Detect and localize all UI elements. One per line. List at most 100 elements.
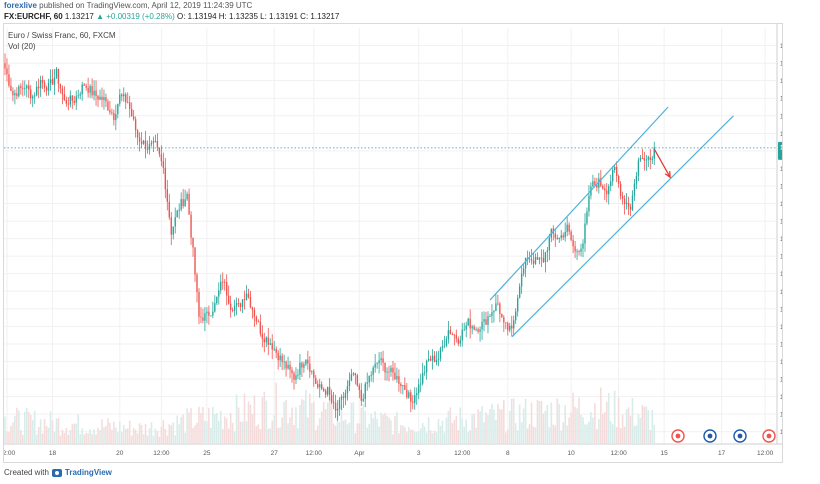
candle-body [132, 116, 135, 120]
volume-label: Vol (20) [8, 42, 36, 51]
volume-bar [408, 427, 410, 444]
volume-bar [552, 424, 555, 444]
volume-bar [415, 431, 418, 444]
volume-bar [192, 427, 194, 444]
price-chart[interactable]: 1.13800 1.13700 1.13600 1.13500 1.13400 1.133… [4, 24, 782, 462]
volume-bar [312, 401, 315, 444]
candle-body [174, 217, 176, 227]
candle-body [251, 307, 254, 310]
chart-area[interactable]: 1.13800 1.13700 1.13600 1.13500 1.13400 1.133… [3, 23, 783, 463]
candle-body [556, 237, 558, 240]
volume-bar [384, 412, 386, 444]
candle-body [285, 361, 287, 369]
candle-body [617, 175, 620, 184]
candle-body [190, 214, 192, 238]
volume-bar [465, 419, 468, 444]
candle-body [130, 108, 133, 117]
symbol-label: FX:EURCHF, 60 [4, 12, 63, 21]
volume-bar [566, 425, 568, 444]
tradingview-logo-icon [51, 468, 62, 477]
candle-body [653, 147, 655, 159]
author-name[interactable]: forexlive [4, 1, 37, 10]
candle-body [235, 303, 238, 306]
candle-body [293, 373, 295, 380]
candle-body [439, 348, 442, 359]
volume-bar [229, 412, 232, 444]
candle-body [71, 95, 73, 101]
volume-bar [275, 382, 277, 444]
candle-body [8, 74, 10, 86]
volume-bar [69, 429, 72, 444]
candle-body [623, 198, 626, 205]
volume-bar [243, 393, 246, 444]
candle-body [43, 82, 46, 88]
candle-body [340, 396, 343, 400]
volume-bar [41, 433, 44, 444]
candle-body [16, 93, 18, 97]
candle-body [121, 94, 123, 97]
volume-bar [245, 421, 248, 444]
volume-bar [136, 433, 139, 444]
volume-bar [512, 398, 515, 444]
candle-body [168, 201, 170, 218]
volume-bar [421, 422, 424, 444]
volume-bar [441, 420, 444, 444]
candle-body [14, 93, 16, 96]
candle-body [467, 318, 469, 326]
candle-body [253, 309, 256, 317]
candle-body [418, 384, 420, 394]
volume-bar [18, 410, 20, 444]
x-tick-label: 18 [49, 450, 57, 457]
candle-body [414, 395, 416, 403]
volume-bar [647, 410, 650, 444]
x-tick-label: 15 [661, 450, 669, 457]
tradingview-brand[interactable]: TradingView [64, 468, 112, 477]
candle-body [524, 257, 527, 269]
volume-bar [362, 403, 365, 444]
volume-bar [299, 405, 301, 444]
candle-body [572, 240, 574, 247]
y-tick-label: 1.11800 [780, 394, 782, 401]
volume-bar [479, 411, 481, 444]
volume-bar [257, 424, 260, 444]
candle-body [156, 141, 159, 148]
volume-bar [649, 430, 652, 444]
candle-body [511, 325, 513, 329]
volume-bar [119, 421, 121, 444]
volume-bar [493, 409, 495, 444]
candle-body [231, 309, 234, 311]
volume-bar [128, 420, 131, 444]
volume-bar [126, 428, 129, 444]
candle-body [425, 360, 428, 373]
volume-bar [400, 425, 402, 444]
volume-bar [637, 414, 640, 444]
x-tick-label: 25 [203, 450, 211, 457]
candle-body [73, 100, 75, 103]
candle-body [594, 181, 596, 185]
volume-bar [534, 427, 537, 444]
y-tick-label: 1.12800 [780, 219, 782, 226]
candle-body [542, 257, 545, 263]
candle-body [360, 390, 362, 401]
volume-bar [394, 416, 396, 444]
volume-bar [601, 413, 604, 444]
volume-bar [117, 432, 119, 444]
y-tick-label: 1.12000 [780, 359, 782, 366]
candle-body [172, 226, 174, 235]
candle-body [322, 388, 325, 391]
candle-body [37, 86, 40, 89]
candle-body [647, 157, 650, 160]
volume-bar [437, 418, 440, 444]
candle-body [386, 371, 388, 373]
candle-body [297, 374, 299, 376]
volume-bar [449, 407, 452, 444]
candle-body [263, 338, 265, 343]
volume-bar [445, 417, 448, 444]
candle-body [210, 315, 212, 317]
volume-bar [330, 398, 333, 444]
volume-bar [598, 418, 600, 444]
volume-bar [221, 429, 224, 444]
candle-body [216, 296, 218, 304]
volume-bar [501, 409, 503, 444]
volume-bar [249, 404, 252, 444]
